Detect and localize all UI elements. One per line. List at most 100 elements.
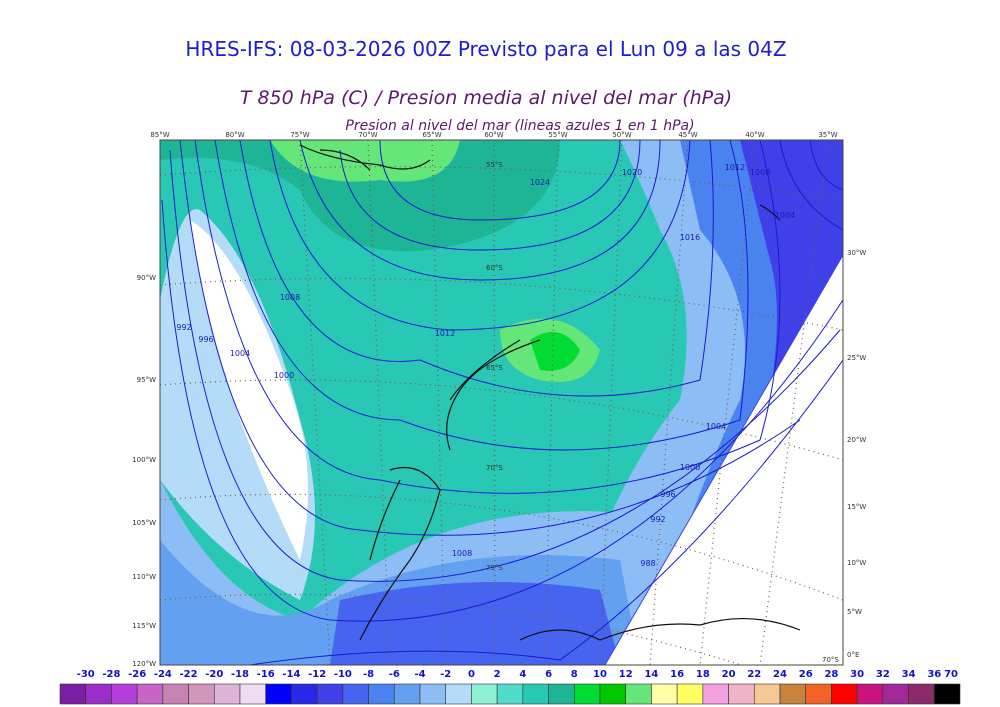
colorbar-label: 4 [519, 669, 526, 680]
colorbar-label: 20 [722, 669, 736, 680]
contour-label: 1020 [622, 168, 642, 177]
colorbar-label: -6 [389, 669, 400, 680]
colorbar-swatch [522, 683, 549, 705]
coastlines [299, 144, 801, 641]
temperature-area [330, 582, 620, 665]
colorbar-label: -4 [414, 669, 425, 680]
contour-label: 992 [650, 515, 665, 524]
map [159, 139, 844, 666]
note: Presion al nivel del mar (lineas azules … [345, 118, 694, 134]
colorbar-swatch [265, 683, 292, 705]
colorbar-label: 22 [747, 669, 761, 680]
colorbar-label: 16 [670, 669, 684, 680]
colorbar-swatch [471, 683, 498, 705]
longitude-label: 65°W [422, 131, 441, 139]
longitude-label: 105°W [132, 519, 156, 527]
colorbar-swatch [85, 683, 112, 705]
longitude-label: 25°W [847, 354, 866, 362]
colorbar-swatch [599, 683, 627, 705]
colorbar-label: -30 [77, 669, 95, 680]
colorbar-swatch [856, 683, 884, 705]
colorbar-swatch [59, 683, 87, 705]
contour-label: 1008 [280, 293, 300, 302]
longitude-label: 80°W [225, 131, 244, 139]
longitude-label: 45°W [678, 131, 697, 139]
colorbar-swatch [728, 683, 755, 705]
contour-label: 1024 [530, 178, 550, 187]
colorbar-label: 12 [619, 669, 633, 680]
colorbar-swatch [368, 683, 395, 705]
colorbar-swatch [291, 683, 318, 705]
colorbar-swatch [162, 683, 189, 705]
contour-label: 988 [640, 559, 655, 568]
latitude-label: 75°S [486, 564, 503, 572]
colorbar-swatch [753, 683, 781, 705]
colorbar-label: 10 [593, 669, 607, 680]
colorbar-label: 28 [824, 669, 838, 680]
colorbar-swatch [213, 683, 241, 705]
contour-label: 992 [176, 323, 191, 332]
domain-edge [604, 254, 843, 665]
longitude-label: 75°W [290, 131, 309, 139]
longitude-label: 15°W [847, 503, 866, 511]
longitude-label: 100°W [132, 456, 156, 464]
map-frame [159, 139, 844, 666]
longitude-label: 30°W [847, 249, 866, 257]
title: HRES-IFS: 08-03-2026 00Z Previsto para e… [185, 37, 786, 61]
temperature-area [270, 140, 460, 182]
colorbar-label: -16 [257, 669, 275, 680]
colorbar-label: 24 [773, 669, 787, 680]
colorbar-label: -12 [308, 669, 326, 680]
longitude-label: 5°W [847, 608, 862, 616]
colorbar-swatch [188, 683, 215, 705]
colorbar-label: 36 [927, 669, 941, 680]
colorbar-label: 14 [644, 669, 658, 680]
colorbar-label: -22 [180, 669, 198, 680]
contour-label: 1000 [680, 463, 700, 472]
temperature-area [530, 332, 580, 371]
latitude-label: 65°S [486, 364, 503, 372]
colorbar-swatch [831, 683, 858, 705]
colorbar-swatch [342, 683, 369, 705]
longitude-label: 90°W [137, 274, 156, 282]
colorbar-swatch [445, 683, 472, 705]
colorbar-swatch [573, 683, 601, 705]
colorbar-swatch [882, 683, 909, 705]
colorbar-label: 0 [468, 669, 475, 680]
colorbar-label: 8 [571, 669, 578, 680]
longitude-label: 0°E [847, 651, 859, 659]
graticule [160, 140, 843, 665]
longitude-label: 60°W [484, 131, 503, 139]
colorbar-label: 70 [944, 669, 958, 680]
colorbar: -30 -28 -26 -24 -22 -20 -18 -16 -14 -12 -10 -8 -6 -4-… [59, 669, 961, 705]
colorbar-swatch [805, 683, 832, 705]
colorbar-label: 34 [902, 669, 916, 680]
contour-label: 1004 [706, 422, 726, 431]
contours [161, 140, 843, 665]
longitude-label: 35°W [818, 131, 837, 139]
colorbar-swatch [676, 683, 704, 705]
subtitle: T 850 hPa (C) / Presion media al nivel d… [240, 87, 732, 109]
contour-label: 1000 [274, 371, 294, 380]
contour-label: 996 [198, 335, 213, 344]
longitude-label: 40°W [745, 131, 764, 139]
colorbar-label: -18 [231, 669, 249, 680]
longitude-label: 120°W [132, 660, 156, 668]
contour-label: 1004 [775, 211, 795, 220]
colorbar-label: -10 [334, 669, 352, 680]
longitude-label: 50°W [612, 131, 631, 139]
colorbar-label: -24 [154, 669, 172, 680]
longitude-label: 10°W [847, 559, 866, 567]
colorbar-label: 2 [494, 669, 501, 680]
longitude-label: 55°W [548, 131, 567, 139]
longitude-label: 20°W [847, 436, 866, 444]
colorbar-label: -28 [102, 669, 120, 680]
contour-label: 1008 [452, 549, 472, 558]
colorbar-label: -2 [440, 669, 451, 680]
colorbar-label: 26 [799, 669, 813, 680]
colorbar-label: -14 [282, 669, 300, 680]
colorbar-label: -26 [128, 669, 146, 680]
colorbar-swatch [393, 683, 421, 705]
colorbar-label: 30 [850, 669, 864, 680]
